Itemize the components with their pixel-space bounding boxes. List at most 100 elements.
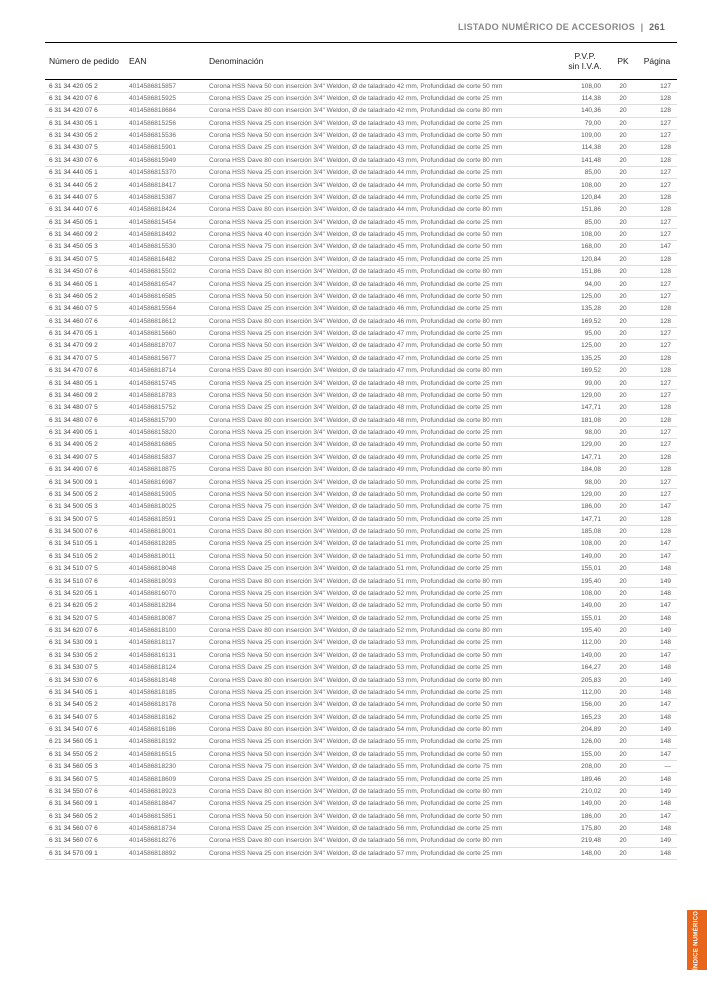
cell-pk: 20	[609, 736, 637, 748]
cell-order: 6 31 34 490 05 2	[45, 439, 125, 451]
table-row: 6 31 34 540 05 24014586818178Corona HSS …	[45, 699, 677, 711]
table-row: 6 31 34 460 09 24014586818783Corona HSS …	[45, 389, 677, 401]
cell-pvp: 148,00	[561, 847, 609, 859]
cell-denom: Corona HSS Neva 75 con inserción 3/4" We…	[205, 241, 561, 253]
cell-pk: 20	[609, 327, 637, 339]
cell-pvp: 85,00	[561, 216, 609, 228]
cell-order: 6 31 34 480 07 5	[45, 402, 125, 414]
cell-pk: 20	[609, 550, 637, 562]
cell-order: 6 31 34 560 07 6	[45, 835, 125, 847]
cell-page: 127	[637, 129, 677, 141]
cell-page: 147	[637, 600, 677, 612]
cell-page: 127	[637, 216, 677, 228]
table-row: 6 31 34 460 05 14014586816547Corona HSS …	[45, 278, 677, 290]
cell-order: 6 31 34 510 05 1	[45, 538, 125, 550]
cell-pvp: 165,23	[561, 711, 609, 723]
table-header-row: Número de pedido EAN Denominación P.V.P.…	[45, 43, 677, 80]
cell-order: 6 31 34 500 05 2	[45, 488, 125, 500]
cell-page: 148	[637, 686, 677, 698]
table-row: 6 31 34 440 07 54014586815387Corona HSS …	[45, 191, 677, 203]
cell-pk: 20	[609, 80, 637, 92]
cell-order: 6 31 34 550 07 6	[45, 785, 125, 797]
cell-pk: 20	[609, 600, 637, 612]
cell-pk: 20	[609, 847, 637, 859]
cell-pvp: 94,00	[561, 278, 609, 290]
cell-pvp: 149,00	[561, 600, 609, 612]
cell-ean: 4014586815564	[125, 303, 205, 315]
cell-page: 127	[637, 426, 677, 438]
cell-ean: 4014586815949	[125, 154, 205, 166]
cell-ean: 4014586818417	[125, 179, 205, 191]
cell-pk: 20	[609, 253, 637, 265]
cell-order: 6 31 34 430 05 1	[45, 117, 125, 129]
cell-ean: 4014586815502	[125, 266, 205, 278]
cell-denom: Corona HSS Dave 80 con inserción 3/4" We…	[205, 105, 561, 117]
cell-denom: Corona HSS Dave 25 con inserción 3/4" We…	[205, 451, 561, 463]
page-number: 261	[649, 22, 665, 32]
cell-pvp: 114,38	[561, 92, 609, 104]
cell-order: 6 31 34 430 07 6	[45, 154, 125, 166]
table-row: 6 31 34 510 07 54014586818048Corona HSS …	[45, 563, 677, 575]
cell-pk: 20	[609, 674, 637, 686]
cell-denom: Corona HSS Neva 50 con inserción 3/4" We…	[205, 699, 561, 711]
cell-pvp: 169,52	[561, 365, 609, 377]
cell-order: 6 31 34 460 07 5	[45, 303, 125, 315]
cell-denom: Corona HSS Dave 25 con inserción 3/4" We…	[205, 822, 561, 834]
cell-page: 148	[637, 637, 677, 649]
cell-page: 128	[637, 266, 677, 278]
cell-denom: Corona HSS Dave 80 con inserción 3/4" We…	[205, 674, 561, 686]
cell-pk: 20	[609, 637, 637, 649]
cell-ean: 4014586816186	[125, 723, 205, 735]
table-row: 6 31 34 540 07 64014586816186Corona HSS …	[45, 723, 677, 735]
cell-pk: 20	[609, 488, 637, 500]
cell-ean: 4014586818783	[125, 389, 205, 401]
cell-ean: 4014586818025	[125, 501, 205, 513]
cell-pk: 20	[609, 216, 637, 228]
cell-pvp: 85,00	[561, 167, 609, 179]
cell-order: 6 31 34 460 09 2	[45, 389, 125, 401]
cell-page: 127	[637, 167, 677, 179]
table-row: 6 31 34 440 07 64014586818424Corona HSS …	[45, 204, 677, 216]
cell-denom: Corona HSS Dave 25 con inserción 3/4" We…	[205, 711, 561, 723]
cell-pvp: 141,48	[561, 154, 609, 166]
table-row: 6 31 34 460 07 54014586815564Corona HSS …	[45, 303, 677, 315]
table-row: 6 31 34 540 05 14014586818185Corona HSS …	[45, 686, 677, 698]
cell-order: 6 31 34 480 07 6	[45, 414, 125, 426]
cell-pk: 20	[609, 464, 637, 476]
cell-denom: Corona HSS Dave 80 con inserción 3/4" We…	[205, 575, 561, 587]
cell-pk: 20	[609, 204, 637, 216]
cell-order: 6 31 34 470 07 5	[45, 352, 125, 364]
cell-pvp: 99,00	[561, 377, 609, 389]
cell-pvp: 79,00	[561, 117, 609, 129]
cell-order: 6 31 34 430 05 2	[45, 129, 125, 141]
cell-ean: 4014586818117	[125, 637, 205, 649]
cell-pk: 20	[609, 513, 637, 525]
cell-ean: 4014586818048	[125, 563, 205, 575]
cell-ean: 4014586815256	[125, 117, 205, 129]
cell-ean: 4014586815752	[125, 402, 205, 414]
cell-denom: Corona HSS Neva 25 con inserción 3/4" We…	[205, 847, 561, 859]
table-row: 6 31 34 440 05 24014586818417Corona HSS …	[45, 179, 677, 191]
cell-pvp: 186,00	[561, 501, 609, 513]
table-row: 6 31 34 430 07 54014586815901Corona HSS …	[45, 142, 677, 154]
table-row: 6 31 34 500 09 14014586816987Corona HSS …	[45, 476, 677, 488]
cell-denom: Corona HSS Dave 25 con inserción 3/4" We…	[205, 612, 561, 624]
cell-denom: Corona HSS Dave 80 con inserción 3/4" We…	[205, 624, 561, 636]
cell-page: 148	[637, 822, 677, 834]
table-row: 6 31 34 550 07 64014586818923Corona HSS …	[45, 785, 677, 797]
cell-order: 6 31 34 550 05 2	[45, 748, 125, 760]
cell-pk: 20	[609, 439, 637, 451]
page-header: LISTADO NUMÉRICO DE ACCESORIOS | 261	[0, 0, 707, 42]
cell-pk: 20	[609, 365, 637, 377]
table-row: 6 31 34 500 07 64014586818001Corona HSS …	[45, 525, 677, 537]
cell-page: 148	[637, 612, 677, 624]
cell-page: 128	[637, 402, 677, 414]
cell-ean: 4014586815530	[125, 241, 205, 253]
cell-pk: 20	[609, 377, 637, 389]
cell-pk: 20	[609, 575, 637, 587]
cell-order: 6 31 34 560 05 2	[45, 810, 125, 822]
cell-pk: 20	[609, 563, 637, 575]
cell-order: 6 31 34 530 07 6	[45, 674, 125, 686]
cell-pvp: 185,08	[561, 525, 609, 537]
table-row: 6 31 34 550 05 24014586816515Corona HSS …	[45, 748, 677, 760]
